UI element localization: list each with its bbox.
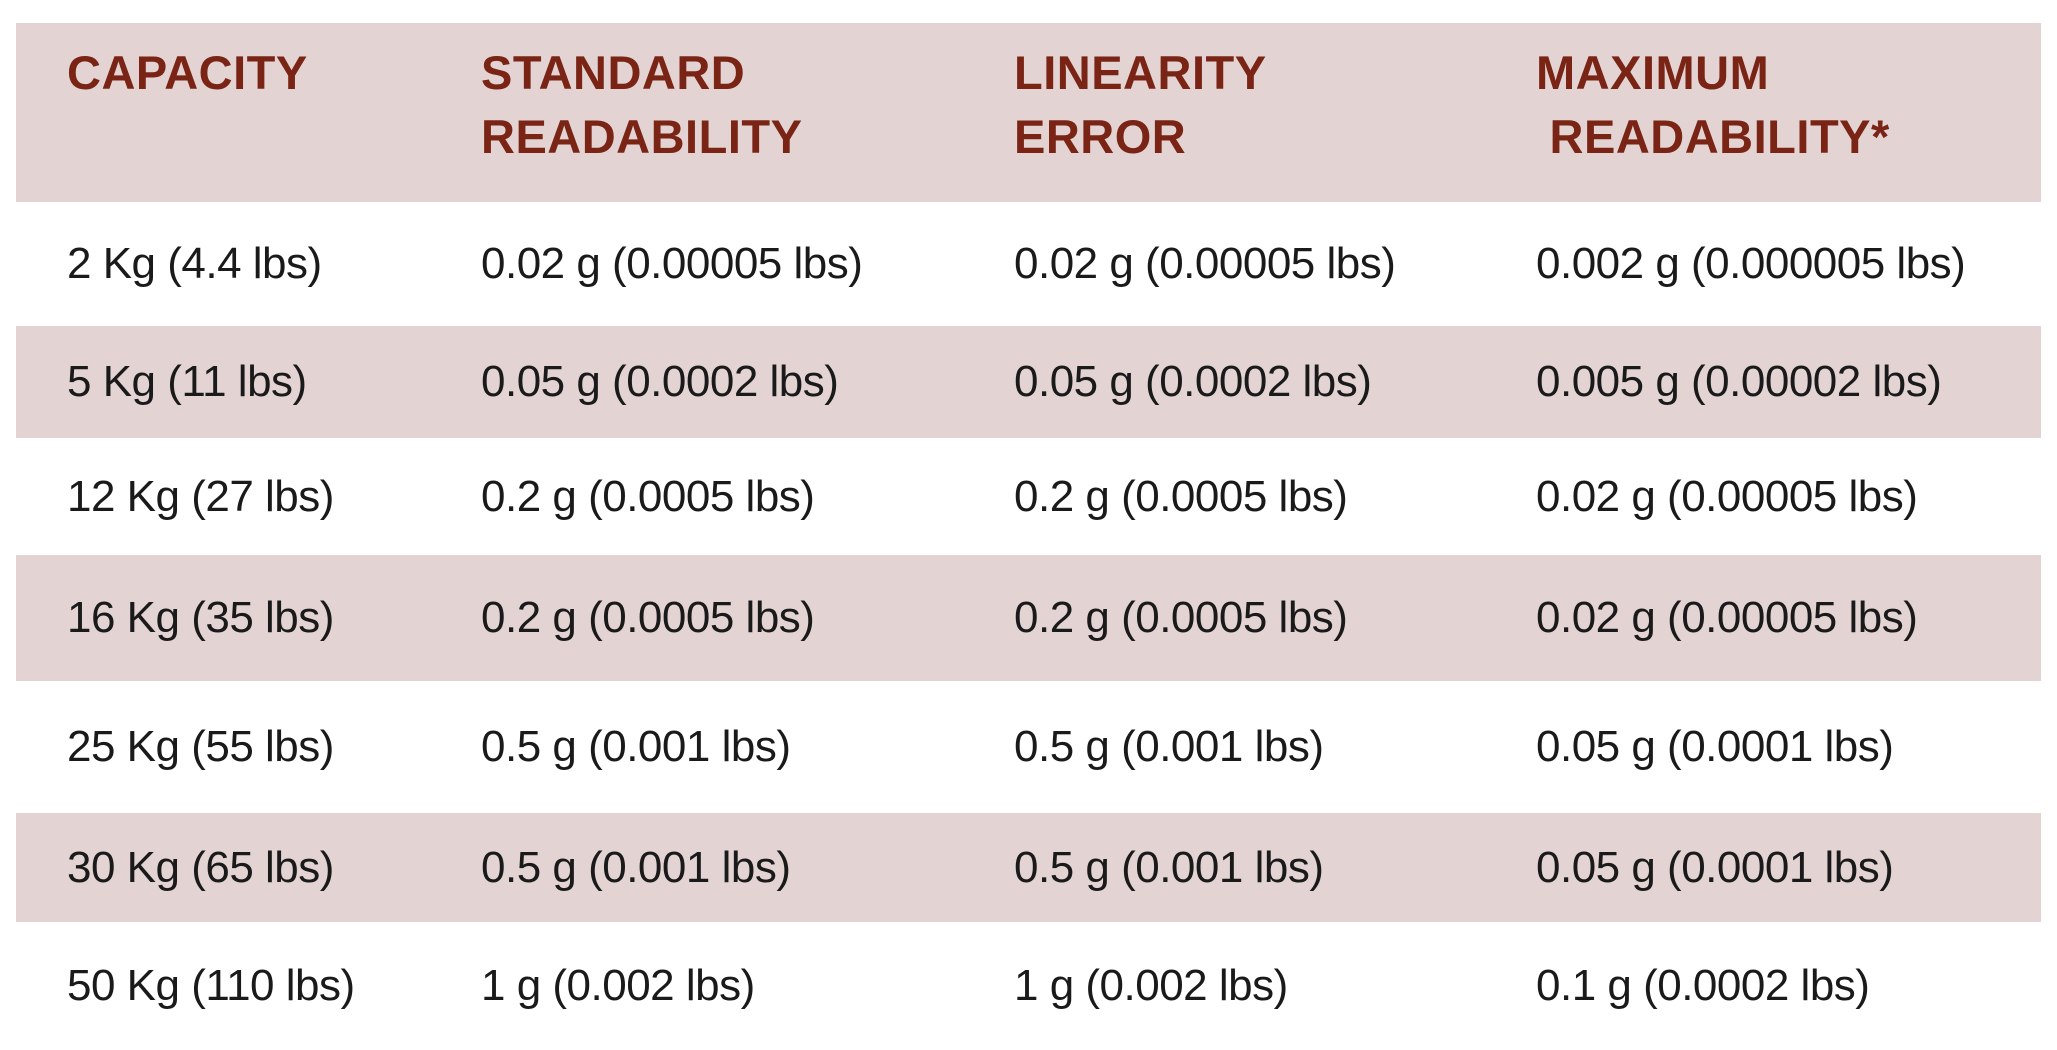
capacity-cell: 2 Kg (4.4 lbs) [67, 239, 322, 288]
table-row: 12 Kg (27 lbs) 0.2 g (0.0005 lbs) 0.2 g … [16, 438, 2041, 555]
header-capacity-line1: CAPACITY [67, 46, 308, 99]
capacity-cell: 12 Kg (27 lbs) [67, 471, 334, 521]
maximum-readability-cell: 0.002 g (0.000005 lbs) [1536, 239, 1966, 288]
standard-readability-cell: 0.2 g (0.0005 lbs) [481, 593, 815, 642]
standard-readability-cell: 0.05 g (0.0002 lbs) [481, 357, 839, 406]
maximum-readability-cell: 0.02 g (0.00005 lbs) [1536, 593, 1918, 642]
header-maximum-readability-line2: READABILITY* [1536, 110, 1890, 163]
capacity-cell: 16 Kg (35 lbs) [67, 593, 334, 642]
table-row: 30 Kg (65 lbs) 0.5 g (0.001 lbs) 0.5 g (… [16, 813, 2041, 922]
header-standard-readability-line2: READABILITY [481, 110, 803, 163]
specifications-table: CAPACITY STANDARD READABILITY LINEARITY … [16, 23, 2041, 1050]
table-row: 50 Kg (110 lbs) 1 g (0.002 lbs) 1 g (0.0… [16, 922, 2041, 1050]
standard-readability-cell: 0.5 g (0.001 lbs) [481, 722, 791, 771]
linearity-error-cell: 0.2 g (0.0005 lbs) [1014, 471, 1348, 521]
linearity-error-cell: 1 g (0.002 lbs) [1014, 961, 1288, 1010]
linearity-error-cell: 0.5 g (0.001 lbs) [1014, 842, 1324, 892]
header-linearity-error: LINEARITY ERROR [1014, 23, 1267, 202]
maximum-readability-cell: 0.02 g (0.00005 lbs) [1536, 471, 1918, 521]
capacity-cell: 25 Kg (55 lbs) [67, 722, 334, 771]
maximum-readability-cell: 0.05 g (0.0001 lbs) [1536, 722, 1894, 771]
table-row: 5 Kg (11 lbs) 0.05 g (0.0002 lbs) 0.05 g… [16, 326, 2041, 438]
linearity-error-cell: 0.05 g (0.0002 lbs) [1014, 357, 1372, 406]
header-linearity-error-line2: ERROR [1014, 110, 1187, 163]
standard-readability-cell: 1 g (0.002 lbs) [481, 961, 755, 1010]
linearity-error-cell: 0.2 g (0.0005 lbs) [1014, 593, 1348, 642]
table-row: 25 Kg (55 lbs) 0.5 g (0.001 lbs) 0.5 g (… [16, 681, 2041, 813]
maximum-readability-cell: 0.005 g (0.00002 lbs) [1536, 357, 1942, 406]
maximum-readability-cell: 0.05 g (0.0001 lbs) [1536, 842, 1894, 892]
capacity-cell: 5 Kg (11 lbs) [67, 357, 307, 406]
standard-readability-cell: 0.5 g (0.001 lbs) [481, 842, 791, 892]
header-maximum-readability-line1: MAXIMUM [1536, 46, 1770, 99]
table-header-row: CAPACITY STANDARD READABILITY LINEARITY … [16, 23, 2041, 202]
standard-readability-cell: 0.02 g (0.00005 lbs) [481, 239, 863, 288]
capacity-cell: 50 Kg (110 lbs) [67, 961, 355, 1010]
linearity-error-cell: 0.5 g (0.001 lbs) [1014, 722, 1324, 771]
header-linearity-error-line1: LINEARITY [1014, 46, 1267, 99]
table-row: 2 Kg (4.4 lbs) 0.02 g (0.00005 lbs) 0.02… [16, 202, 2041, 326]
header-standard-readability-line1: STANDARD [481, 46, 746, 99]
standard-readability-cell: 0.2 g (0.0005 lbs) [481, 471, 815, 521]
linearity-error-cell: 0.02 g (0.00005 lbs) [1014, 239, 1396, 288]
maximum-readability-cell: 0.1 g (0.0002 lbs) [1536, 961, 1870, 1010]
header-maximum-readability: MAXIMUM READABILITY* [1536, 23, 1890, 202]
capacity-cell: 30 Kg (65 lbs) [67, 842, 334, 892]
header-standard-readability: STANDARD READABILITY [481, 23, 802, 202]
table-row: 16 Kg (35 lbs) 0.2 g (0.0005 lbs) 0.2 g … [16, 555, 2041, 681]
header-capacity: CAPACITY [67, 23, 308, 202]
